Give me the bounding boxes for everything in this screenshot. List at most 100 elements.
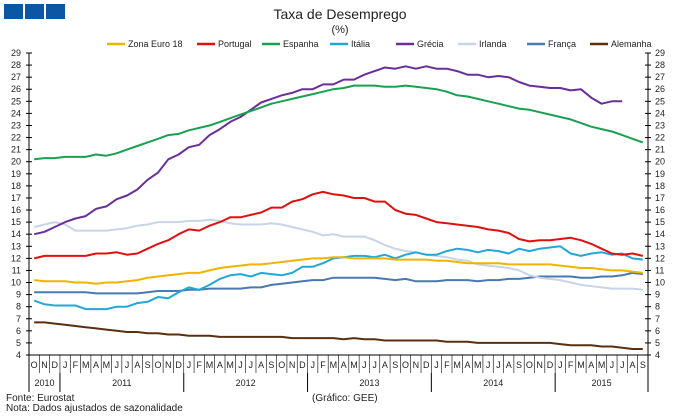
month-label: A — [506, 360, 512, 370]
month-label: J — [187, 360, 192, 370]
series-line-alemanha — [34, 321, 643, 350]
y-tick-label-left: 9 — [16, 290, 21, 300]
month-label: D — [175, 360, 182, 370]
month-label: F — [320, 360, 326, 370]
month-label: J — [249, 360, 254, 370]
year-label: 2013 — [359, 378, 379, 388]
axes: 4 4 5 5 6 6 7 7 8 8 9 9 10 10 11 11 12 12 13 13 14 14 15 15 16 16… — [11, 48, 665, 392]
legend-label: Alemanha — [611, 39, 652, 49]
month-label: D — [423, 360, 430, 370]
month-label: A — [341, 360, 347, 370]
year-label: 2010 — [34, 378, 54, 388]
month-label: M — [474, 360, 482, 370]
y-tick-label-right: 7 — [655, 314, 660, 324]
month-label: N — [413, 360, 420, 370]
y-tick-label-left: 27 — [11, 72, 21, 82]
month-label: F — [196, 360, 202, 370]
month-label: A — [217, 360, 223, 370]
month-label: A — [630, 360, 636, 370]
y-tick-label-left: 20 — [11, 157, 21, 167]
series-line-portugal — [33, 190, 644, 260]
y-tick-label-right: 4 — [655, 350, 660, 360]
y-tick-label-right: 19 — [655, 169, 665, 179]
y-tick-label-right: 18 — [655, 181, 665, 191]
y-tick-label-left: 25 — [11, 96, 21, 106]
y-tick-label-right: 20 — [655, 157, 665, 167]
series-line-gr-cia — [33, 65, 623, 236]
legend-label: França — [548, 39, 576, 49]
month-label: J — [310, 360, 315, 370]
y-tick-label-left: 18 — [11, 181, 21, 191]
y-tick-label-left: 26 — [11, 84, 21, 94]
month-label: N — [289, 360, 296, 370]
y-tick-label-left: 11 — [12, 265, 21, 275]
y-tick-label-right: 29 — [655, 48, 665, 58]
chart-credit: (Gráfico: GEE) — [312, 393, 378, 404]
y-tick-label-right: 12 — [655, 253, 665, 263]
month-label: S — [392, 360, 398, 370]
month-label: F — [444, 360, 450, 370]
y-tick-label-left: 14 — [11, 229, 21, 239]
series-line-irlanda — [33, 218, 643, 291]
month-label: A — [93, 360, 99, 370]
month-label: J — [362, 360, 367, 370]
y-tick-label-right: 17 — [655, 193, 665, 203]
series-line-zona-euro-18 — [34, 256, 643, 285]
y-tick-label-right: 28 — [655, 60, 665, 70]
y-tick-label-left: 24 — [11, 108, 21, 118]
year-label: 2015 — [592, 378, 612, 388]
y-tick-label-left: 13 — [11, 241, 21, 251]
month-label: S — [516, 360, 522, 370]
legend-label: Irlanda — [479, 39, 507, 49]
y-tick-label-right: 26 — [655, 84, 665, 94]
month-label: D — [52, 360, 59, 370]
y-tick-label-left: 17 — [11, 193, 21, 203]
y-tick-label-right: 16 — [655, 205, 665, 215]
y-tick-label-right: 14 — [655, 229, 665, 239]
chart-subtitle: (%) — [331, 24, 348, 36]
legend: Zona Euro 18 Portugal Espanha Itália Grécia I… — [107, 39, 652, 49]
month-label: O — [154, 360, 161, 370]
y-tick-label-left: 16 — [11, 205, 21, 215]
month-label: N — [165, 360, 172, 370]
month-label: O — [526, 360, 533, 370]
y-tick-label-right: 27 — [655, 72, 665, 82]
month-label: M — [453, 360, 461, 370]
seasonal-note: Nota: Dados ajustados de sazonalidade — [6, 403, 183, 414]
series-line-fran-a — [34, 271, 643, 295]
month-label: M — [598, 360, 606, 370]
month-label: O — [31, 360, 38, 370]
month-label: M — [206, 360, 214, 370]
y-tick-label-left: 6 — [16, 326, 21, 336]
month-label: A — [382, 360, 388, 370]
y-tick-label-left: 5 — [16, 338, 21, 348]
month-label: A — [258, 360, 264, 370]
legend-label: Zona Euro 18 — [128, 39, 183, 49]
y-tick-label-left: 8 — [16, 302, 21, 312]
month-label: J — [372, 360, 377, 370]
y-tick-label-right: 15 — [655, 217, 665, 227]
month-label: M — [226, 360, 234, 370]
month-label: O — [402, 360, 409, 370]
y-tick-label-right: 9 — [655, 290, 660, 300]
legend-label: Grécia — [417, 39, 444, 49]
y-tick-label-left: 21 — [11, 145, 21, 155]
chart-title: Taxa de Desemprego — [273, 6, 406, 22]
legend-label: Itália — [351, 39, 370, 49]
month-label: J — [114, 360, 119, 370]
month-label: M — [577, 360, 585, 370]
month-label: J — [434, 360, 439, 370]
y-tick-label-right: 13 — [655, 241, 665, 251]
y-tick-label-right: 5 — [655, 338, 660, 348]
year-label: 2014 — [483, 378, 503, 388]
legend-label: Espanha — [283, 39, 319, 49]
y-tick-label-right: 24 — [655, 108, 665, 118]
month-label: M — [103, 360, 111, 370]
y-tick-label-left: 15 — [11, 217, 21, 227]
month-label: A — [134, 360, 140, 370]
month-label: F — [73, 360, 79, 370]
month-label: J — [238, 360, 243, 370]
month-label: M — [82, 360, 90, 370]
